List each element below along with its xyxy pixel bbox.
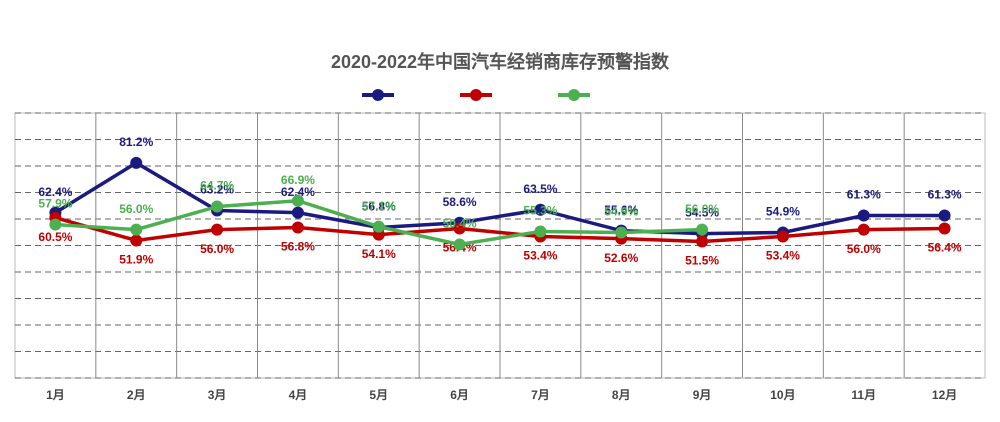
point <box>453 222 466 235</box>
data-label: 54.9% <box>604 205 638 219</box>
x-tick-label: 1月 <box>46 388 65 402</box>
data-label: 52.6% <box>604 251 638 265</box>
point <box>696 223 709 236</box>
chart-title: 2020-2022年中国汽车经销商库存预警指数 <box>331 51 670 72</box>
point <box>130 223 143 236</box>
data-label: 53.4% <box>523 249 557 263</box>
point <box>615 226 628 239</box>
point <box>938 209 951 222</box>
data-label: 63.2% <box>200 183 234 197</box>
data-label: 56.0% <box>119 202 153 216</box>
series-line <box>54 215 945 244</box>
data-label: 55.6% <box>604 203 638 217</box>
data-label: 62.4% <box>38 185 72 199</box>
series-line <box>54 160 945 236</box>
point <box>534 203 547 216</box>
data-label: 61.3% <box>847 188 881 202</box>
data-label: 57.1% <box>362 199 396 213</box>
data-label: 56.4% <box>928 241 962 255</box>
point <box>857 223 870 236</box>
data-label: 60.5% <box>38 230 72 244</box>
data-label: 81.2% <box>119 135 153 149</box>
data-label: 62.4% <box>281 185 315 199</box>
data-label: 61.3% <box>928 188 962 202</box>
data-label: 66.9% <box>281 173 315 187</box>
point <box>291 206 304 219</box>
point <box>49 218 62 231</box>
x-tick-label: 8月 <box>612 388 631 402</box>
x-tick-label: 4月 <box>289 388 308 402</box>
x-tick-label: 11月 <box>851 388 876 402</box>
point <box>291 194 304 207</box>
data-label: 64.7% <box>200 179 234 193</box>
x-tick-label: 7月 <box>531 388 550 402</box>
point <box>372 220 385 233</box>
point <box>211 223 224 236</box>
point <box>857 209 870 222</box>
data-label: 54.9% <box>766 205 800 219</box>
point <box>130 156 143 169</box>
x-tick-label: 6月 <box>450 388 469 402</box>
point <box>211 200 224 213</box>
point <box>291 221 304 234</box>
data-label: 51.5% <box>685 254 719 268</box>
data-label: 51.9% <box>119 253 153 267</box>
x-tick-label: 10月 <box>770 388 795 402</box>
data-label: 55.3% <box>523 204 557 218</box>
x-tick-label: 9月 <box>693 388 712 402</box>
point <box>130 234 143 247</box>
legend-marker <box>470 89 482 101</box>
data-label: 56.8% <box>362 200 396 214</box>
point <box>776 230 789 243</box>
data-label: 50.4% <box>443 217 477 231</box>
point <box>696 235 709 248</box>
data-label: 53.4% <box>766 249 800 263</box>
legend-marker <box>372 89 384 101</box>
data-label: 54.5% <box>685 206 719 220</box>
x-tick-label: 3月 <box>208 388 227 402</box>
x-tick-label: 2月 <box>127 388 146 402</box>
point <box>453 238 466 251</box>
data-label: 56.0% <box>685 202 719 216</box>
data-label: 56.0% <box>200 242 234 256</box>
data-label: 56.0% <box>847 242 881 256</box>
data-label: 56.8% <box>281 240 315 254</box>
point <box>534 225 547 238</box>
legend-marker <box>568 89 580 101</box>
data-label: 54.1% <box>362 247 396 261</box>
point <box>938 222 951 235</box>
x-tick-label: 12月 <box>932 388 957 402</box>
data-label: 57.9% <box>38 197 72 211</box>
data-label: 63.5% <box>523 182 557 196</box>
x-tick-label: 5月 <box>369 388 388 402</box>
data-label: 58.6% <box>443 195 477 209</box>
